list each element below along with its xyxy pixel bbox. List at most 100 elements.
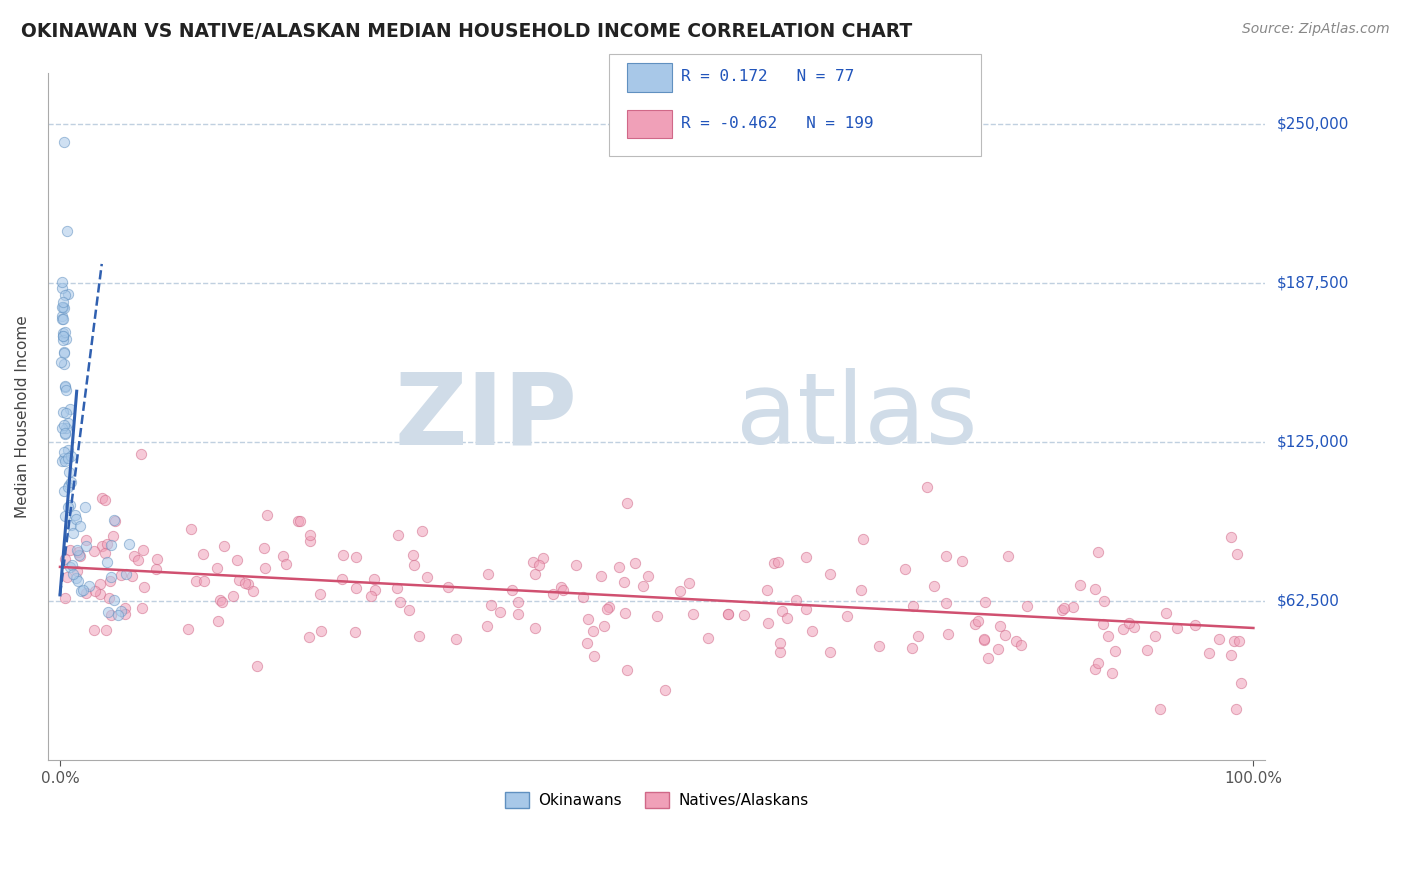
Point xyxy=(83,624,105,638)
Point xyxy=(967,614,990,628)
Point xyxy=(52,345,75,359)
Point xyxy=(1087,656,1109,670)
Point xyxy=(256,508,278,523)
Point xyxy=(134,580,156,594)
Point xyxy=(180,522,202,536)
Point xyxy=(1118,616,1140,631)
Point xyxy=(66,564,89,578)
Point xyxy=(733,608,755,623)
Point xyxy=(582,624,605,638)
Point xyxy=(89,587,111,601)
Point xyxy=(437,580,460,594)
Point xyxy=(572,590,595,604)
Point xyxy=(107,608,129,623)
Point xyxy=(288,514,311,528)
Point xyxy=(398,603,420,617)
Point xyxy=(69,584,91,599)
Point xyxy=(531,551,554,566)
Point xyxy=(91,539,114,553)
Point xyxy=(52,326,75,340)
Point xyxy=(915,480,938,494)
Point xyxy=(51,421,73,435)
Point xyxy=(59,543,82,558)
Point xyxy=(53,346,76,360)
Point xyxy=(1226,547,1249,561)
Point xyxy=(330,572,353,586)
Point xyxy=(501,583,523,598)
Point xyxy=(849,582,872,597)
Point xyxy=(53,591,76,606)
Point xyxy=(97,605,120,619)
Text: R = -0.462   N = 199: R = -0.462 N = 199 xyxy=(681,116,873,130)
Point xyxy=(53,445,76,459)
Point xyxy=(1219,648,1241,662)
Text: Source: ZipAtlas.com: Source: ZipAtlas.com xyxy=(1241,22,1389,37)
Point xyxy=(1149,702,1171,716)
Point xyxy=(631,579,654,593)
Point xyxy=(360,589,382,603)
Point xyxy=(193,547,215,561)
Point xyxy=(404,558,426,573)
Point xyxy=(52,405,75,419)
Point xyxy=(287,514,309,528)
Point xyxy=(598,599,620,614)
Point xyxy=(576,636,599,650)
Point xyxy=(402,548,425,562)
Point xyxy=(67,574,90,589)
Point xyxy=(207,614,229,628)
Point xyxy=(1050,603,1073,617)
Point xyxy=(55,421,77,435)
Point xyxy=(55,380,77,394)
Point xyxy=(52,312,75,326)
Point xyxy=(1198,646,1220,660)
Point xyxy=(1069,578,1091,592)
Point xyxy=(973,632,995,647)
Point xyxy=(794,602,817,616)
Point xyxy=(852,532,875,546)
Point xyxy=(56,451,79,466)
Point xyxy=(900,641,922,656)
Point xyxy=(67,548,90,562)
Point xyxy=(645,608,668,623)
Point xyxy=(253,541,276,555)
Point xyxy=(59,518,82,533)
Point xyxy=(56,416,79,430)
Point xyxy=(253,561,276,575)
Point xyxy=(51,453,73,467)
Point xyxy=(894,562,917,576)
Point xyxy=(477,567,499,582)
Point xyxy=(242,584,264,599)
Point xyxy=(963,617,986,632)
Point xyxy=(118,536,141,550)
Point xyxy=(309,587,332,601)
Point xyxy=(55,406,77,420)
Point xyxy=(127,552,149,566)
Point xyxy=(55,224,77,238)
Point xyxy=(387,528,409,542)
Legend: Okinawans, Natives/Alaskans: Okinawans, Natives/Alaskans xyxy=(499,786,815,814)
Point xyxy=(1017,599,1039,613)
Point xyxy=(1154,606,1177,620)
Point xyxy=(58,500,80,514)
Point xyxy=(114,607,136,621)
Point xyxy=(543,587,565,601)
Point xyxy=(994,628,1017,642)
Point xyxy=(363,572,385,586)
Point xyxy=(176,622,198,636)
Point xyxy=(55,379,77,393)
Point xyxy=(53,288,76,302)
Point xyxy=(794,550,817,565)
Point xyxy=(800,624,823,638)
Point xyxy=(1101,665,1123,680)
Point xyxy=(53,301,76,315)
Text: atlas: atlas xyxy=(735,368,977,466)
Point xyxy=(69,549,91,563)
Point xyxy=(83,544,105,558)
Point xyxy=(1223,634,1246,648)
Point xyxy=(83,583,105,598)
Point xyxy=(837,608,859,623)
Point xyxy=(98,574,121,588)
Point xyxy=(697,631,720,645)
Point xyxy=(589,569,612,583)
Point xyxy=(613,606,636,620)
